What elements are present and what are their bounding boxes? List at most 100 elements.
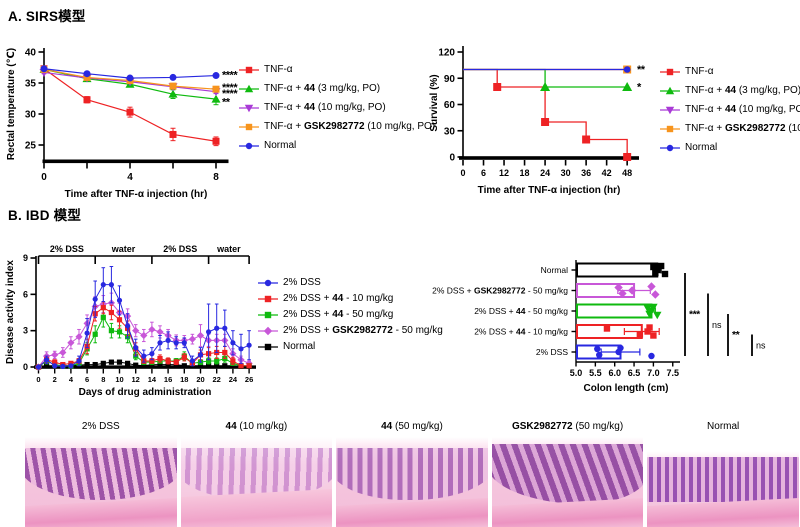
scale-bar <box>780 521 793 523</box>
temp-chart-legend: TNF-α TNF-α + 44 (3 mg/kg, PO) TNF-α + 44 … <box>239 64 435 151</box>
legend-label: TNF-α + GSK2982772 (10 mg/kg, PO) <box>264 121 436 132</box>
temp-series <box>40 65 220 82</box>
histology-image <box>25 437 177 527</box>
legend-label: 2% DSS + 44 - 10 mg/kg <box>283 293 394 304</box>
histology-labels: 2% DSS 44 (10 mg/kg) 44 (50 mg/kg) GSK29827… <box>25 420 799 433</box>
legend-label: TNF-α + 44 (10 mg/kg, PO) <box>685 104 800 115</box>
colon-category: 2% DSS <box>536 344 655 360</box>
legend-item: TNF-α <box>660 66 800 77</box>
colon-category: 2% DSS + GSK2982772 - 50 mg/kg <box>432 282 660 299</box>
y-axis-title: Rectal temperature (℃) <box>6 48 17 160</box>
colon-category: 2% DSS + 44 - 10 mg/kg <box>474 324 660 339</box>
x-tick-label: 6.5 <box>628 368 641 378</box>
y-tick-label: 30 <box>25 110 37 121</box>
legend-label: TNF-α + 44 (10 mg/kg, PO) <box>264 102 386 113</box>
histology-images <box>25 437 799 527</box>
y-tick-label: 9 <box>23 253 28 263</box>
x-tick-label: 0 <box>460 168 465 178</box>
rectal-temperature-chart: 25 30 35 40 0 4 8 Time after TNF-α injection (h… <box>6 48 239 201</box>
x-tick-label: 0 <box>36 375 40 384</box>
x-tick-label: 48 <box>622 168 632 178</box>
y-tick-label: 30 <box>444 126 456 137</box>
x-axis-title: Days of drug administration <box>79 387 212 398</box>
y-tick-label: 120 <box>438 48 455 59</box>
triangle-up-marker-icon <box>660 86 680 94</box>
x-tick-label: 18 <box>520 168 530 178</box>
phase-bracket: 2% DSS water 2% DSS water <box>37 244 250 264</box>
x-tick-label: 42 <box>602 168 612 178</box>
histology-label: 44 (10 mg/kg) <box>225 421 288 432</box>
square-marker-icon <box>239 123 259 130</box>
survival-series <box>463 66 631 73</box>
square-marker-icon <box>239 66 259 73</box>
x-tick-label: 20 <box>196 375 204 384</box>
square-marker-icon <box>660 68 680 75</box>
y-tick-label: 40 <box>25 48 37 59</box>
y-tick-label: 90 <box>444 74 456 85</box>
x-tick-label: 8 <box>213 172 219 183</box>
legend-label: TNF-α + GSK2982772 (10 mg/kg, PO) <box>685 123 800 134</box>
legend-label: 2% DSS <box>283 277 321 288</box>
x-tick-label: 6 <box>85 375 89 384</box>
panel-b-title: B. IBD 模型 <box>8 208 82 223</box>
diamond-marker-icon <box>258 326 278 335</box>
survival-chart-legend: TNF-α TNF-α + 44 (3 mg/kg, PO) TNF-α + 44 … <box>660 66 800 153</box>
legend-item: Normal <box>660 142 800 153</box>
survival-series <box>463 68 633 91</box>
phase-label: water <box>216 244 241 254</box>
x-tick-label: 36 <box>581 168 591 178</box>
significance-stars: **** <box>222 82 238 94</box>
x-tick-label: 24 <box>229 375 238 384</box>
x-tick-label: 24 <box>540 168 550 178</box>
legend-item: TNF-α + 44 (3 mg/kg, PO) <box>239 83 435 94</box>
x-tick-label: 6 <box>481 168 486 178</box>
histology-label: GSK2982772 (50 mg/kg) <box>511 421 624 432</box>
x-tick-label: 2 <box>53 375 57 384</box>
legend-label: 2% DSS + GSK2982772 - 50 mg/kg <box>283 325 443 336</box>
y-tick-label: 0 <box>23 362 28 372</box>
x-tick-label: 12 <box>132 375 140 384</box>
legend-label: TNF-α <box>685 66 714 77</box>
x-tick-label: 30 <box>561 168 571 178</box>
colon-category-label: Normal <box>541 265 569 275</box>
square-marker-icon <box>258 343 278 350</box>
triangle-down-marker-icon <box>239 104 259 112</box>
legend-label: Normal <box>685 142 718 153</box>
x-tick-label: 7.5 <box>666 368 679 378</box>
dai-series <box>35 265 252 370</box>
y-axis-title: Disease activity index <box>5 260 16 364</box>
phase-label: water <box>111 244 136 254</box>
legend-item: TNF-α <box>239 64 435 75</box>
legend-item: 2% DSS + 44 - 50 mg/kg <box>258 309 443 320</box>
legend-item: 2% DSS + GSK2982772 - 50 mg/kg <box>258 325 443 336</box>
histology-label: Normal <box>707 421 740 432</box>
legend-item: TNF-α + 44 (10 mg/kg, PO) <box>660 104 800 115</box>
survival-series <box>463 68 632 161</box>
x-tick-label: 18 <box>180 375 188 384</box>
x-tick-label: 8 <box>101 375 105 384</box>
y-tick-label: 35 <box>25 79 37 90</box>
colon-category-label: 2% DSS <box>536 347 568 357</box>
legend-item: TNF-α + 44 (3 mg/kg, PO) <box>660 85 800 96</box>
dai-chart-legend: 2% DSS 2% DSS + 44 - 10 mg/kg 2% DSS + 44 … <box>258 277 443 352</box>
colon-category-label: 2% DSS + GSK2982772 - 50 mg/kg <box>432 286 568 296</box>
y-tick-label: 0 <box>449 153 455 164</box>
x-tick-label: 5.5 <box>589 368 602 378</box>
legend-label: TNF-α + 44 (3 mg/kg, PO) <box>685 85 800 96</box>
square-marker-icon <box>660 125 680 132</box>
y-tick-label: 25 <box>25 141 37 152</box>
x-axis-title: Time after TNF-α injection (hr) <box>65 189 208 200</box>
x-axis-title: Time after TNF-α injection (hr) <box>478 185 621 196</box>
y-axis-title: Survival (%) <box>429 74 440 131</box>
circle-marker-icon <box>660 144 680 151</box>
panel-a-title: A. SIRS模型 <box>8 9 86 24</box>
legend-item: Normal <box>239 140 435 151</box>
x-tick-label: 10 <box>115 375 123 384</box>
x-axis-title: Colon length (cm) <box>584 383 669 394</box>
y-tick-label: 3 <box>23 326 28 336</box>
legend-item: TNF-α + GSK2982772 (10 mg/kg, PO) <box>239 121 435 132</box>
significance-stars: **** <box>222 69 238 81</box>
legend-item: TNF-α + GSK2982772 (10 mg/kg, PO) <box>660 123 800 134</box>
